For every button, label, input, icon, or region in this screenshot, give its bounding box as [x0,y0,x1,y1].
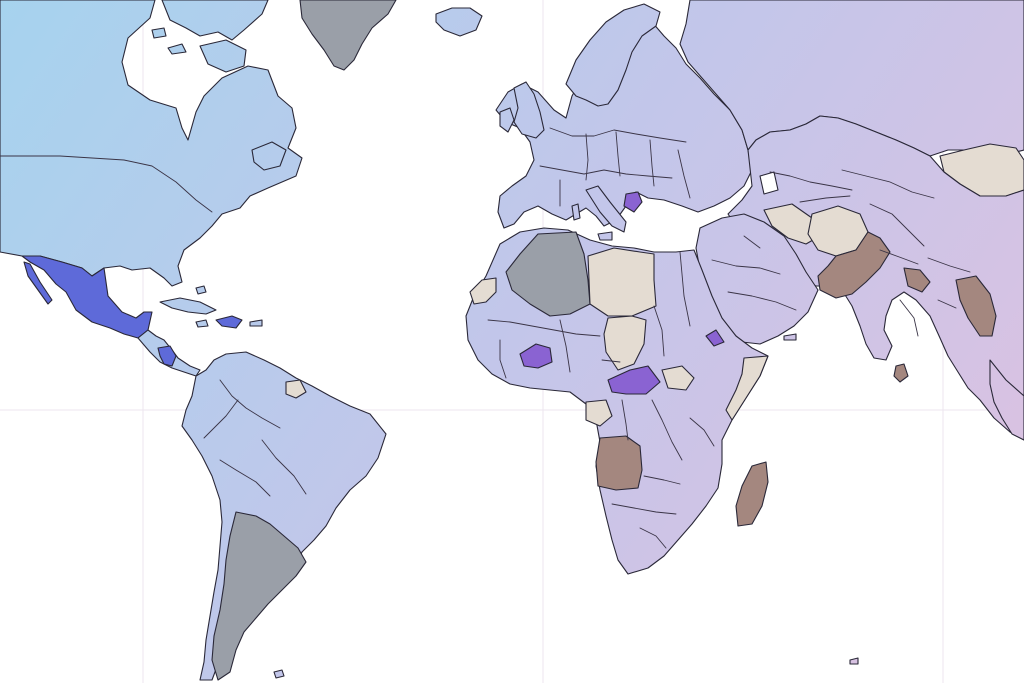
region-baffin-island[interactable] [199,39,247,73]
region-uk[interactable] [513,81,545,139]
region-angola[interactable] [595,435,643,491]
region-north-america[interactable] [0,0,303,287]
region-western-sahara[interactable] [469,277,497,305]
region-madagascar[interactable] [735,461,769,527]
region-south-sudan[interactable] [661,365,695,391]
region-sicily[interactable] [597,231,613,241]
region-newfoundland[interactable] [251,141,287,171]
region-cuba[interactable] [159,297,217,315]
border-middle-east [711,235,797,311]
region-bangladesh[interactable] [903,267,931,293]
region-burkina-faso[interactable] [519,343,553,369]
region-bahamas[interactable] [195,285,207,295]
region-central-african-republic[interactable] [607,365,661,395]
region-pakistan[interactable] [817,231,891,299]
region-somalia[interactable] [725,355,769,421]
region-sardinia[interactable] [571,203,581,221]
region-socotra[interactable] [783,333,797,341]
country-borders [0,127,971,549]
region-chad[interactable] [603,315,647,371]
region-canadian-islands[interactable] [161,0,269,41]
region-nicaragua[interactable] [157,345,177,367]
border-europe [539,127,691,207]
region-arctic-islet[interactable] [151,27,167,39]
region-puerto-rico[interactable] [249,319,263,327]
region-argentina[interactable] [211,511,307,681]
region-mexico[interactable] [21,255,153,339]
region-eritrea[interactable] [705,329,725,347]
region-arctic-islet[interactable] [167,43,187,55]
region-algeria[interactable] [505,231,591,317]
region-southeast-asia[interactable] [989,359,1024,441]
border-usa-canada [0,155,213,213]
region-baja-california[interactable] [23,261,53,305]
region-ireland[interactable] [499,107,515,133]
border-south-america [203,379,307,497]
border-asia [769,169,971,337]
region-island-speck[interactable] [849,657,859,665]
region-south-america[interactable] [181,351,387,681]
region-libya[interactable] [587,247,657,317]
region-myanmar[interactable] [955,275,997,337]
region-sri-lanka[interactable] [893,363,909,383]
region-jamaica[interactable] [195,319,209,328]
region-iceland[interactable] [435,7,483,37]
region-suriname[interactable] [285,379,307,399]
region-bosnia-herzegovina[interactable] [623,191,643,213]
border-africa [487,251,715,549]
region-italy[interactable] [585,185,627,233]
region-caspian-coast[interactable] [759,171,779,195]
region-falklands[interactable] [273,669,285,679]
region-haiti[interactable] [215,315,243,329]
region-gabon[interactable] [585,399,613,427]
region-greenland[interactable] [299,0,397,71]
region-scandinavia[interactable] [565,3,661,107]
region-africa[interactable] [465,227,769,575]
